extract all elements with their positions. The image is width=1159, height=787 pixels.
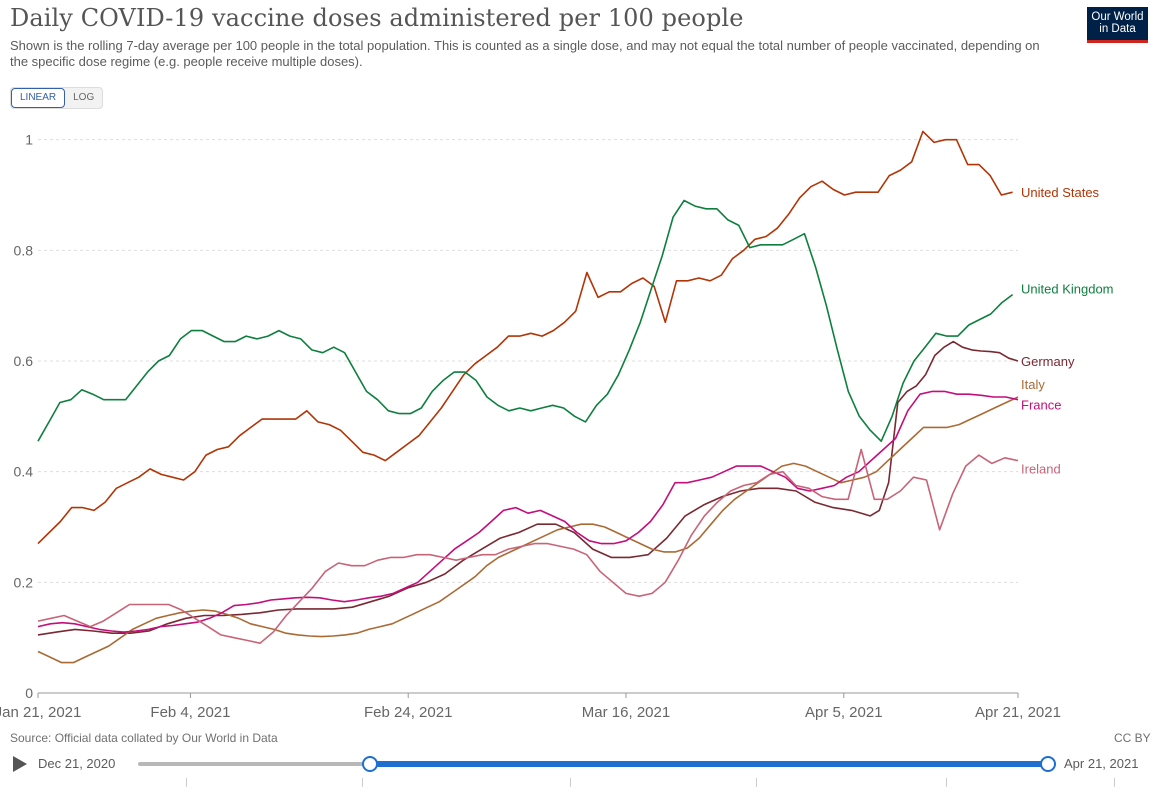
timeline-tick	[186, 778, 187, 787]
y-tick-label: 0.4	[14, 464, 34, 480]
owid-logo[interactable]: Our World in Data	[1087, 7, 1148, 43]
timeline-start-date: Dec 21, 2020	[38, 756, 116, 771]
series-line-germany	[37, 340, 1019, 636]
series-line-united-kingdom	[37, 199, 1014, 443]
timeline-tick	[946, 778, 947, 787]
timeline-tick	[570, 778, 571, 787]
source-note: Source: Official data collated by Our Wo…	[10, 731, 278, 745]
y-tick-label: 0	[25, 685, 33, 701]
chart-title: Daily COVID-19 vaccine doses administere…	[10, 4, 744, 32]
timeline-end-date: Apr 21, 2021	[1064, 756, 1139, 771]
x-tick-label: Mar 16, 2021	[582, 704, 670, 721]
y-tick-label: 0.8	[14, 242, 34, 258]
timeline-selected-range[interactable]	[370, 761, 1048, 767]
logo-line-1: Our World	[1091, 11, 1144, 23]
log-scale-button[interactable]: LOG	[73, 92, 95, 103]
timeline-tick	[1114, 778, 1115, 787]
logo-line-2: in Data	[1099, 23, 1136, 35]
linear-scale-button[interactable]: LINEAR	[11, 88, 66, 108]
series-line-ireland	[37, 448, 1019, 645]
timeline-start-handle[interactable]	[362, 756, 378, 772]
license-link[interactable]: CC BY	[1114, 731, 1151, 745]
series-label-united-kingdom: United Kingdom	[1021, 282, 1114, 297]
y-tick-label: 0.6	[14, 353, 34, 369]
timeline-tick	[756, 778, 757, 787]
series-line-france	[37, 390, 1019, 633]
series-label-united-states: United States	[1021, 185, 1100, 200]
timeline-ticks	[186, 778, 1116, 787]
chart-subtitle: Shown is the rolling 7-day average per 1…	[10, 38, 1040, 69]
x-tick-label: Feb 4, 2021	[150, 704, 230, 721]
y-tick-label: 1	[25, 132, 33, 148]
line-chart: 0 0.2 0.4 0.6 0.8 1 Jan 21, 2021 Feb 4, 2021 Feb…	[0, 130, 1114, 721]
x-tick-label: Feb 24, 2021	[364, 704, 452, 721]
play-icon[interactable]	[13, 756, 27, 772]
x-tick-label: Apr 21, 2021	[975, 704, 1061, 721]
series-label-italy: Italy	[1021, 377, 1045, 392]
scale-toggle: LINEAR LOG	[10, 87, 104, 109]
x-tick-label: Apr 5, 2021	[805, 704, 883, 721]
x-tick-label: Jan 21, 2021	[0, 704, 81, 721]
y-tick-label: 0.2	[14, 574, 34, 590]
timeline-track[interactable]	[138, 762, 370, 766]
timeline-end-handle[interactable]	[1040, 756, 1056, 772]
series-label-france: France	[1021, 398, 1061, 413]
series-label-ireland: Ireland	[1021, 462, 1061, 477]
series-label-germany: Germany	[1021, 354, 1075, 369]
series-line-united-states	[37, 130, 1013, 545]
timeline-tick	[362, 778, 363, 787]
series-line-italy	[37, 396, 1019, 664]
timeline: Dec 21, 2020 Apr 21, 2021	[0, 748, 1159, 787]
